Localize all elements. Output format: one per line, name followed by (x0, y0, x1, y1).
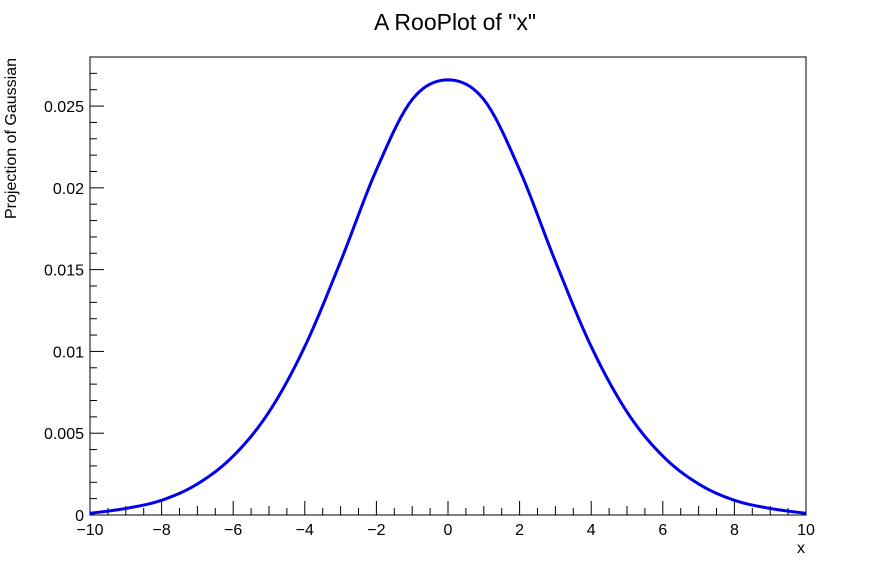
plot-frame (89, 56, 807, 516)
series-line (89, 78, 807, 515)
x-tick-label: −2 (367, 522, 385, 539)
y-tick-label: 0.01 (53, 344, 84, 361)
y-tick-label: 0.02 (53, 181, 84, 198)
x-tick-label: −8 (152, 522, 170, 539)
series-group (89, 78, 807, 515)
axis-ticks (89, 56, 807, 516)
x-tick-labels: −10 −8 −6 −4 −2 0 2 4 6 8 10 (76, 522, 815, 539)
x-tick-label: 8 (730, 522, 739, 539)
x-tick-label: −10 (76, 522, 103, 539)
y-tick-label: 0 (75, 508, 84, 525)
x-axis-label: x (797, 540, 805, 557)
y-axis-label: Projection of Gaussian (3, 58, 20, 219)
x-tick-label: −4 (296, 522, 314, 539)
chart-title: A RooPlot of "x" (374, 9, 536, 35)
x-tick-label: 4 (587, 522, 596, 539)
x-tick-label: 10 (797, 522, 815, 539)
x-tick-label: 0 (444, 522, 453, 539)
y-tick-labels: 0 0.005 0.01 0.015 0.02 0.025 (44, 99, 84, 525)
y-tick-label: 0.015 (44, 263, 84, 280)
x-tick-label: −6 (224, 522, 242, 539)
x-tick-label: 2 (515, 522, 524, 539)
y-tick-label: 0.025 (44, 99, 84, 116)
x-tick-label: 6 (658, 522, 667, 539)
y-tick-label: 0.005 (44, 426, 84, 443)
